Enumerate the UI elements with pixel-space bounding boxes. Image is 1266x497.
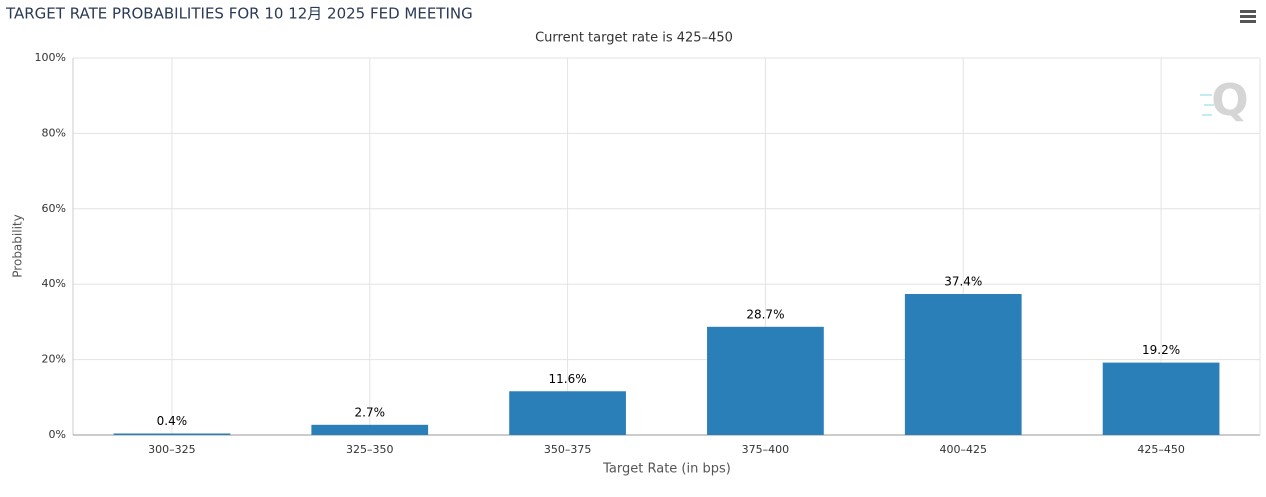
bar	[509, 391, 626, 435]
data-label: 0.4%	[157, 414, 188, 428]
data-label: 2.7%	[355, 405, 386, 419]
x-tick-label: 425–450	[1137, 443, 1185, 456]
chart-subtitle: Current target rate is 425–450	[535, 31, 733, 46]
y-axis-label: Probability	[11, 214, 25, 277]
bar	[311, 424, 429, 435]
y-tick-label: 0%	[49, 428, 66, 441]
x-tick-label: 375–400	[742, 443, 790, 456]
y-tick-label: 80%	[42, 126, 66, 139]
menu-bar[interactable]	[1240, 10, 1256, 13]
y-tick-label: 20%	[42, 353, 66, 366]
chart-title: TARGET RATE PROBABILITIES FOR 10 12月 202…	[5, 5, 473, 23]
logo-mark: Q	[1211, 75, 1248, 126]
y-tick-label: 40%	[42, 277, 66, 290]
x-axis-label: Target Rate (in bps)	[602, 462, 731, 477]
data-label: 28.7%	[746, 307, 784, 321]
bar	[904, 294, 1022, 435]
bar	[1102, 362, 1220, 435]
data-label: 19.2%	[1142, 343, 1180, 357]
logo: Q	[1200, 75, 1249, 126]
data-label: 37.4%	[944, 275, 982, 289]
x-tick-label: 300–325	[148, 443, 196, 456]
menu-bar[interactable]	[1240, 20, 1256, 23]
menu-button[interactable]	[1240, 10, 1256, 23]
bar	[707, 326, 824, 435]
y-tick-label: 60%	[42, 202, 66, 215]
menu-bar[interactable]	[1240, 15, 1256, 18]
x-tick-label: 325–350	[346, 443, 394, 456]
data-label: 11.6%	[549, 372, 587, 386]
x-tick-label: 400–425	[940, 443, 988, 456]
bar	[113, 433, 231, 435]
x-tick-label: 350–375	[544, 443, 592, 456]
y-tick-label: 100%	[35, 51, 66, 64]
